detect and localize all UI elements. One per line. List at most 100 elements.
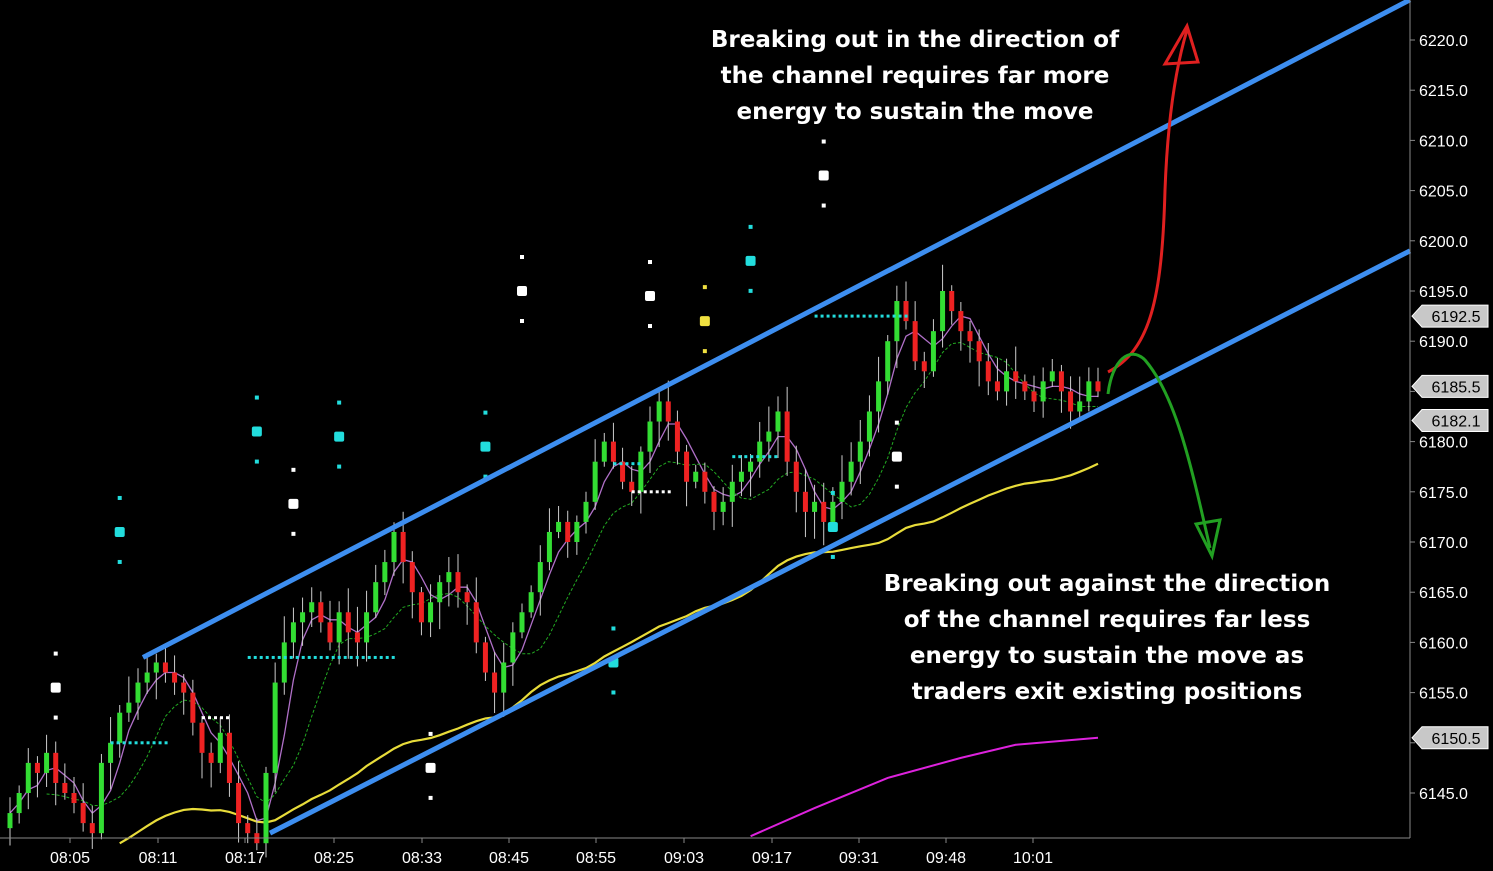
x-tick-label: 09:48 <box>926 850 966 867</box>
cyan-level-dots <box>110 741 114 745</box>
cyan-level-dots <box>880 314 884 318</box>
candle-body <box>281 642 287 683</box>
candle-body <box>1058 371 1064 392</box>
y-tick-label: 6220.0 <box>1419 33 1468 50</box>
candle-body <box>162 662 168 673</box>
cyan-level-dots <box>247 655 251 659</box>
price-badge-label: 6192.5 <box>1432 309 1481 326</box>
candle-body <box>702 471 708 492</box>
candle-body <box>190 692 196 723</box>
candles <box>7 264 1101 858</box>
cyan-level-dots <box>613 462 617 466</box>
cyan-level-dots <box>850 314 854 318</box>
y-tick-label: 6215.0 <box>1419 83 1468 100</box>
white-signal-marker <box>894 484 899 489</box>
cyan-signal-marker <box>254 459 259 464</box>
cyan-level-dots <box>756 455 760 459</box>
candle-body <box>354 632 360 643</box>
cyan-level-dots <box>349 655 353 659</box>
cyan-level-dots <box>283 655 287 659</box>
channel-upper-line <box>141 0 1412 660</box>
cyan-level-dots <box>271 655 275 659</box>
candle-body <box>738 471 744 482</box>
candle-body <box>894 301 900 342</box>
candle-body <box>373 582 379 613</box>
x-tick-label: 08:05 <box>50 850 90 867</box>
candle-body <box>528 592 534 613</box>
candle-body <box>245 823 251 834</box>
white-level-dots <box>637 490 641 494</box>
cyan-level-dots <box>820 314 824 318</box>
candle-body <box>903 301 909 322</box>
candle-body <box>117 712 123 743</box>
white-signal-marker <box>821 203 826 208</box>
cyan-signal-marker <box>748 288 753 293</box>
y-tick-label: 6205.0 <box>1419 184 1468 201</box>
cyan-level-dots <box>331 655 335 659</box>
y-tick-label: 6145.0 <box>1419 786 1468 803</box>
channel-lower-line <box>268 248 1412 836</box>
candle-body <box>473 602 479 643</box>
cyan-level-dots <box>325 655 329 659</box>
white-level-dots <box>208 716 211 720</box>
candle-body <box>53 752 59 783</box>
white-signal-marker <box>645 291 655 302</box>
cyan-signal-marker <box>254 395 259 400</box>
candle-body <box>108 742 114 763</box>
candle-body <box>876 381 882 412</box>
candle-body <box>784 411 790 462</box>
cyan-signal-marker <box>611 626 616 631</box>
white-signal-marker <box>428 731 433 736</box>
candle-body <box>391 531 397 563</box>
candle-body <box>757 441 763 462</box>
cyan-level-dots <box>313 655 317 659</box>
y-tick-label: 6175.0 <box>1419 485 1468 502</box>
cyan-signal-marker <box>251 426 262 437</box>
cyan-level-dots <box>385 655 389 659</box>
annotation-bottom: Breaking out against the direction of th… <box>872 566 1342 710</box>
candle-body <box>7 813 13 829</box>
white-signal-marker <box>517 286 527 296</box>
candle-body <box>34 762 40 773</box>
candle-body <box>775 411 781 432</box>
candle-body <box>546 531 552 563</box>
cyan-level-dots <box>826 314 830 318</box>
candle-body <box>199 722 205 753</box>
annotation-top: Breaking out in the direction of the cha… <box>690 22 1140 130</box>
candle-body <box>1049 371 1055 382</box>
candle-body <box>693 471 699 482</box>
moving-average-slow <box>119 462 1099 845</box>
cyan-level-dots <box>152 741 156 745</box>
white-signal-marker <box>425 762 436 773</box>
breakout-arrows <box>1106 22 1222 561</box>
annotation-top-line: the channel requires far more <box>720 63 1110 89</box>
yellow-signal-marker <box>702 285 707 290</box>
candle-body <box>25 762 31 793</box>
candle-body <box>711 491 717 512</box>
candle-body <box>1040 381 1046 402</box>
cyan-level-dots <box>892 314 896 318</box>
white-signal-marker <box>520 319 524 323</box>
cyan-level-dots <box>868 314 872 318</box>
cyan-level-dots <box>373 655 377 659</box>
white-signal-marker <box>648 260 652 265</box>
candle-body <box>1095 381 1101 392</box>
candle-body <box>629 481 635 492</box>
candle-body <box>501 662 507 693</box>
white-level-dots <box>661 490 665 494</box>
white-signal-marker <box>891 451 902 462</box>
y-tick-label: 6190.0 <box>1419 334 1468 351</box>
cyan-signal-marker <box>117 495 122 500</box>
candle-body <box>519 612 525 633</box>
white-signal-marker <box>818 170 829 181</box>
cyan-level-dots <box>774 455 778 459</box>
white-level-dots <box>202 716 205 720</box>
candle-body <box>1031 391 1037 402</box>
trend-channel <box>141 0 1412 836</box>
candle-body <box>857 441 863 462</box>
cyan-level-dots <box>744 455 748 459</box>
price-badge <box>1411 726 1489 750</box>
candle-body <box>684 451 690 482</box>
cyan-signal-marker <box>745 255 756 266</box>
